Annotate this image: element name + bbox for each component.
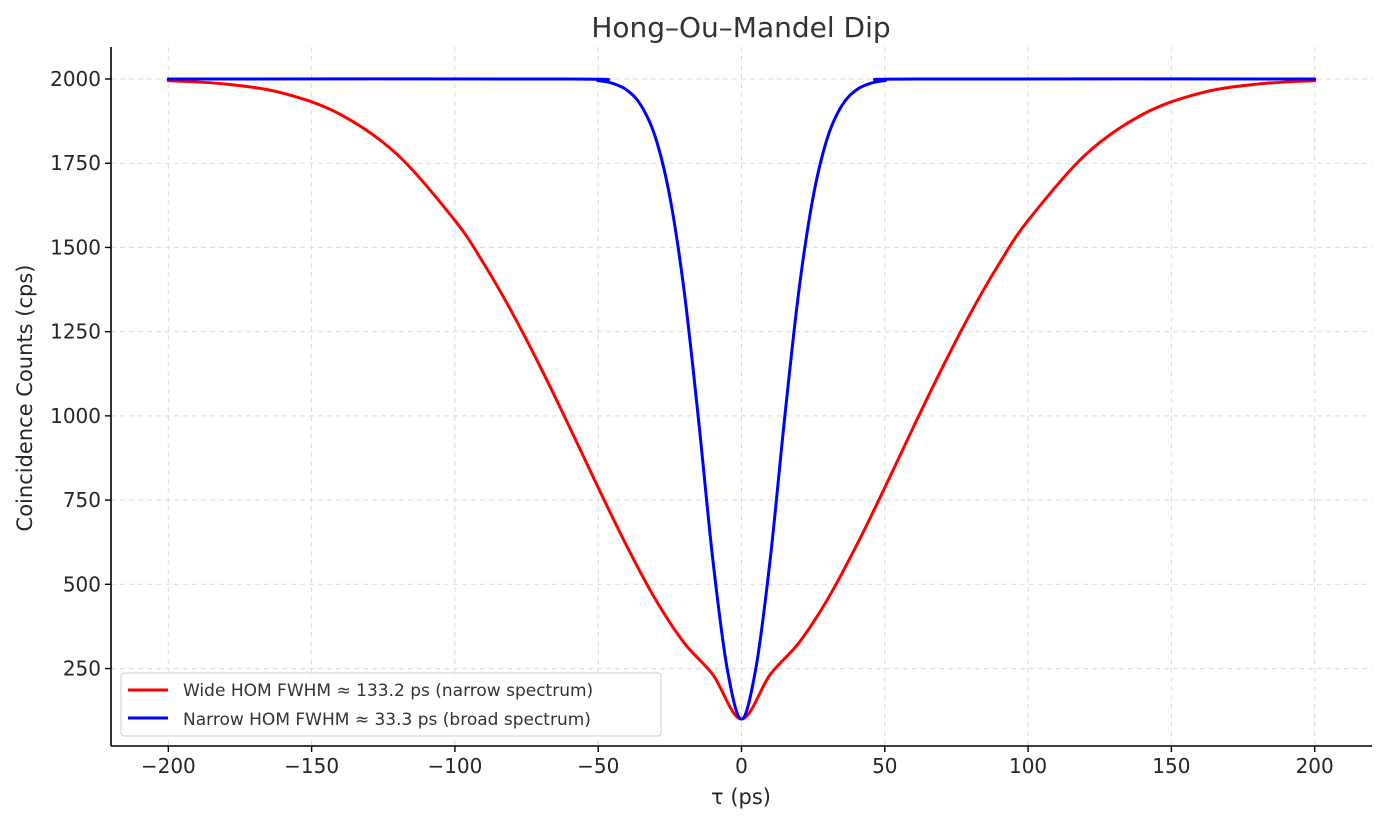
x-tick-label: 200 [1296,754,1334,778]
y-tick-label: 1250 [50,320,101,344]
chart-title: Hong–Ou–Mandel Dip [591,11,890,44]
plot-series [166,77,1317,721]
y-tick-label: 750 [63,488,101,512]
y-tick-label: 1000 [50,404,101,428]
x-tick-label: −100 [427,754,482,778]
x-tick-label: 50 [872,754,897,778]
y-tick-label: 250 [63,657,101,681]
x-tick-label: 100 [1009,754,1047,778]
legend-label-narrow: Narrow HOM FWHM ≈ 33.3 ps (broad spectru… [183,710,591,730]
legend: Wide HOM FWHM ≈ 133.2 ps (narrow spectru… [120,672,662,737]
series-narrow-hom-line [166,77,1317,721]
y-tick-label: 1500 [50,235,101,259]
x-tick-label: 0 [735,754,748,778]
x-tick-label: −200 [141,754,196,778]
x-axis-label: τ (ps) [711,785,771,809]
y-tick-label: 2000 [50,67,101,91]
y-tick-label: 500 [63,572,101,596]
x-tick-label: −50 [577,754,619,778]
x-tick-label: −150 [284,754,339,778]
x-tick-label: 150 [1152,754,1190,778]
legend-box [120,672,662,737]
legend-label-wide: Wide HOM FWHM ≈ 133.2 ps (narrow spectru… [183,681,593,701]
y-axis-label: Coincidence Counts (cps) [13,265,37,532]
ticks: −200 −150 −100 −50 0 50 100 150 200 250 500 750 1000… [50,67,1334,778]
y-tick-label: 1750 [50,151,101,175]
grid [111,47,1372,746]
